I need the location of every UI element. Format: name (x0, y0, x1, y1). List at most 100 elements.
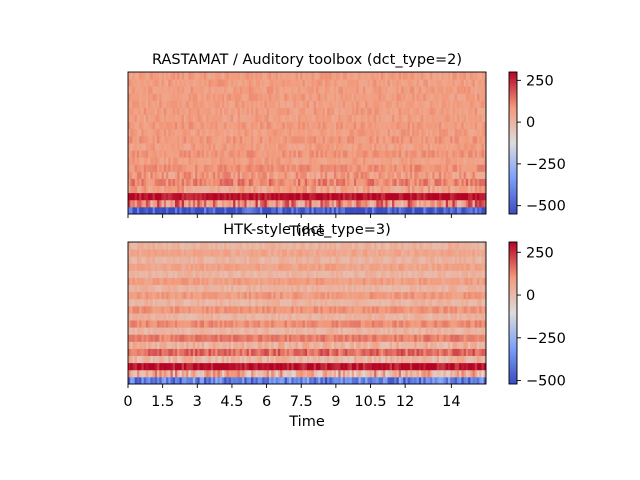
heatmap-cell (347, 320, 350, 328)
heatmap-cell (324, 150, 328, 158)
heatmap-cell (282, 185, 286, 194)
heatmap-cell (313, 355, 317, 364)
heatmap-cell (412, 128, 415, 137)
heatmap-cell (320, 72, 324, 80)
heatmap-cell (260, 199, 263, 208)
heatmap-cell (132, 334, 136, 342)
heatmap-cell (465, 79, 469, 87)
heatmap-cell (273, 369, 277, 378)
heatmap-cell (154, 199, 158, 208)
heatmap-cell (206, 362, 209, 371)
heatmap-cell (376, 348, 379, 356)
heatmap-cell (313, 334, 317, 342)
heatmap-cell (445, 72, 449, 80)
heatmap-cell (143, 171, 147, 179)
heatmap-cell (221, 206, 225, 215)
heatmap-cell (208, 164, 212, 172)
heatmap-cell (371, 376, 375, 385)
heatmap-cell (483, 121, 487, 130)
heatmap-cell (423, 185, 426, 194)
heatmap-cell (280, 305, 283, 314)
heatmap-cell (248, 135, 252, 144)
heatmap-cell (217, 362, 221, 371)
heatmap-cell (336, 369, 339, 378)
heatmap-cell (371, 369, 375, 378)
heatmap-cell (479, 348, 482, 356)
heatmap-cell (150, 100, 154, 108)
heatmap-cell (251, 355, 254, 364)
heatmap-cell (134, 128, 138, 137)
heatmap-cell (416, 362, 420, 371)
heatmap-cell (280, 164, 283, 172)
heatmap-cell (324, 320, 328, 328)
heatmap-cell (166, 348, 169, 356)
heatmap-cell (224, 157, 227, 165)
heatmap-cell (483, 341, 487, 349)
heatmap-cell (414, 72, 418, 80)
heatmap-cell (371, 150, 375, 158)
heatmap-cell (434, 178, 438, 186)
heatmap-cell (242, 341, 245, 349)
heatmap-cell (235, 334, 239, 342)
heatmap-cell (134, 320, 138, 328)
heatmap-cell (188, 376, 192, 385)
heatmap-cell (362, 143, 366, 151)
heatmap-cell (421, 171, 424, 179)
heatmap-cell (154, 320, 158, 328)
heatmap-cell (389, 192, 393, 201)
heatmap-cell (186, 369, 189, 378)
heatmap-cell (405, 178, 409, 186)
heatmap-cell (412, 157, 415, 165)
heatmap-cell (206, 150, 209, 158)
heatmap-cell (434, 114, 438, 123)
heatmap-cell (152, 121, 156, 130)
heatmap-cell (436, 100, 440, 108)
heatmap-cell (385, 114, 388, 123)
heatmap-cell (345, 171, 348, 179)
heatmap-cell (177, 150, 180, 158)
heatmap-cell (463, 72, 467, 80)
heatmap-cell (358, 348, 362, 356)
heatmap-cell (479, 100, 482, 108)
heatmap-cell (362, 206, 366, 215)
heatmap-cell (235, 355, 239, 364)
heatmap-cell (353, 355, 357, 364)
heatmap-cell (246, 327, 250, 335)
heatmap-cell (201, 178, 205, 186)
heatmap-cell (365, 107, 368, 115)
heatmap-cell (224, 72, 227, 80)
heatmap-cell (201, 185, 205, 194)
heatmap-cell (367, 93, 371, 101)
heatmap-cell (400, 143, 404, 151)
heatmap-cell (459, 327, 462, 335)
heatmap-cell (237, 157, 241, 165)
heatmap-cell (481, 121, 485, 130)
heatmap-cell (329, 86, 333, 94)
heatmap-cell (284, 206, 288, 215)
heatmap-cell (345, 185, 348, 194)
heatmap-cell (430, 121, 433, 130)
heatmap-cell (282, 192, 286, 201)
heatmap-cell (302, 341, 306, 349)
heatmap-cell (257, 93, 261, 101)
heatmap-cell (266, 164, 270, 172)
heatmap-cell (425, 313, 429, 321)
heatmap-cell (228, 355, 232, 364)
heatmap-cell (215, 93, 218, 101)
heatmap-cell (130, 164, 133, 172)
heatmap-cell (159, 341, 162, 349)
heatmap-cell (282, 362, 286, 371)
heatmap-cell (289, 192, 292, 201)
heatmap-cell (409, 206, 413, 215)
heatmap-cell (237, 334, 241, 342)
heatmap-cell (342, 199, 346, 208)
heatmap-cell (414, 327, 418, 335)
heatmap-cell (345, 100, 348, 108)
heatmap-cell (248, 192, 252, 201)
heatmap-cell (255, 313, 259, 321)
heatmap-cell (470, 185, 473, 194)
heatmap-cell (132, 199, 136, 208)
heatmap-cell (228, 93, 232, 101)
heatmap-cell (239, 362, 243, 371)
heatmap-cell (224, 305, 227, 314)
